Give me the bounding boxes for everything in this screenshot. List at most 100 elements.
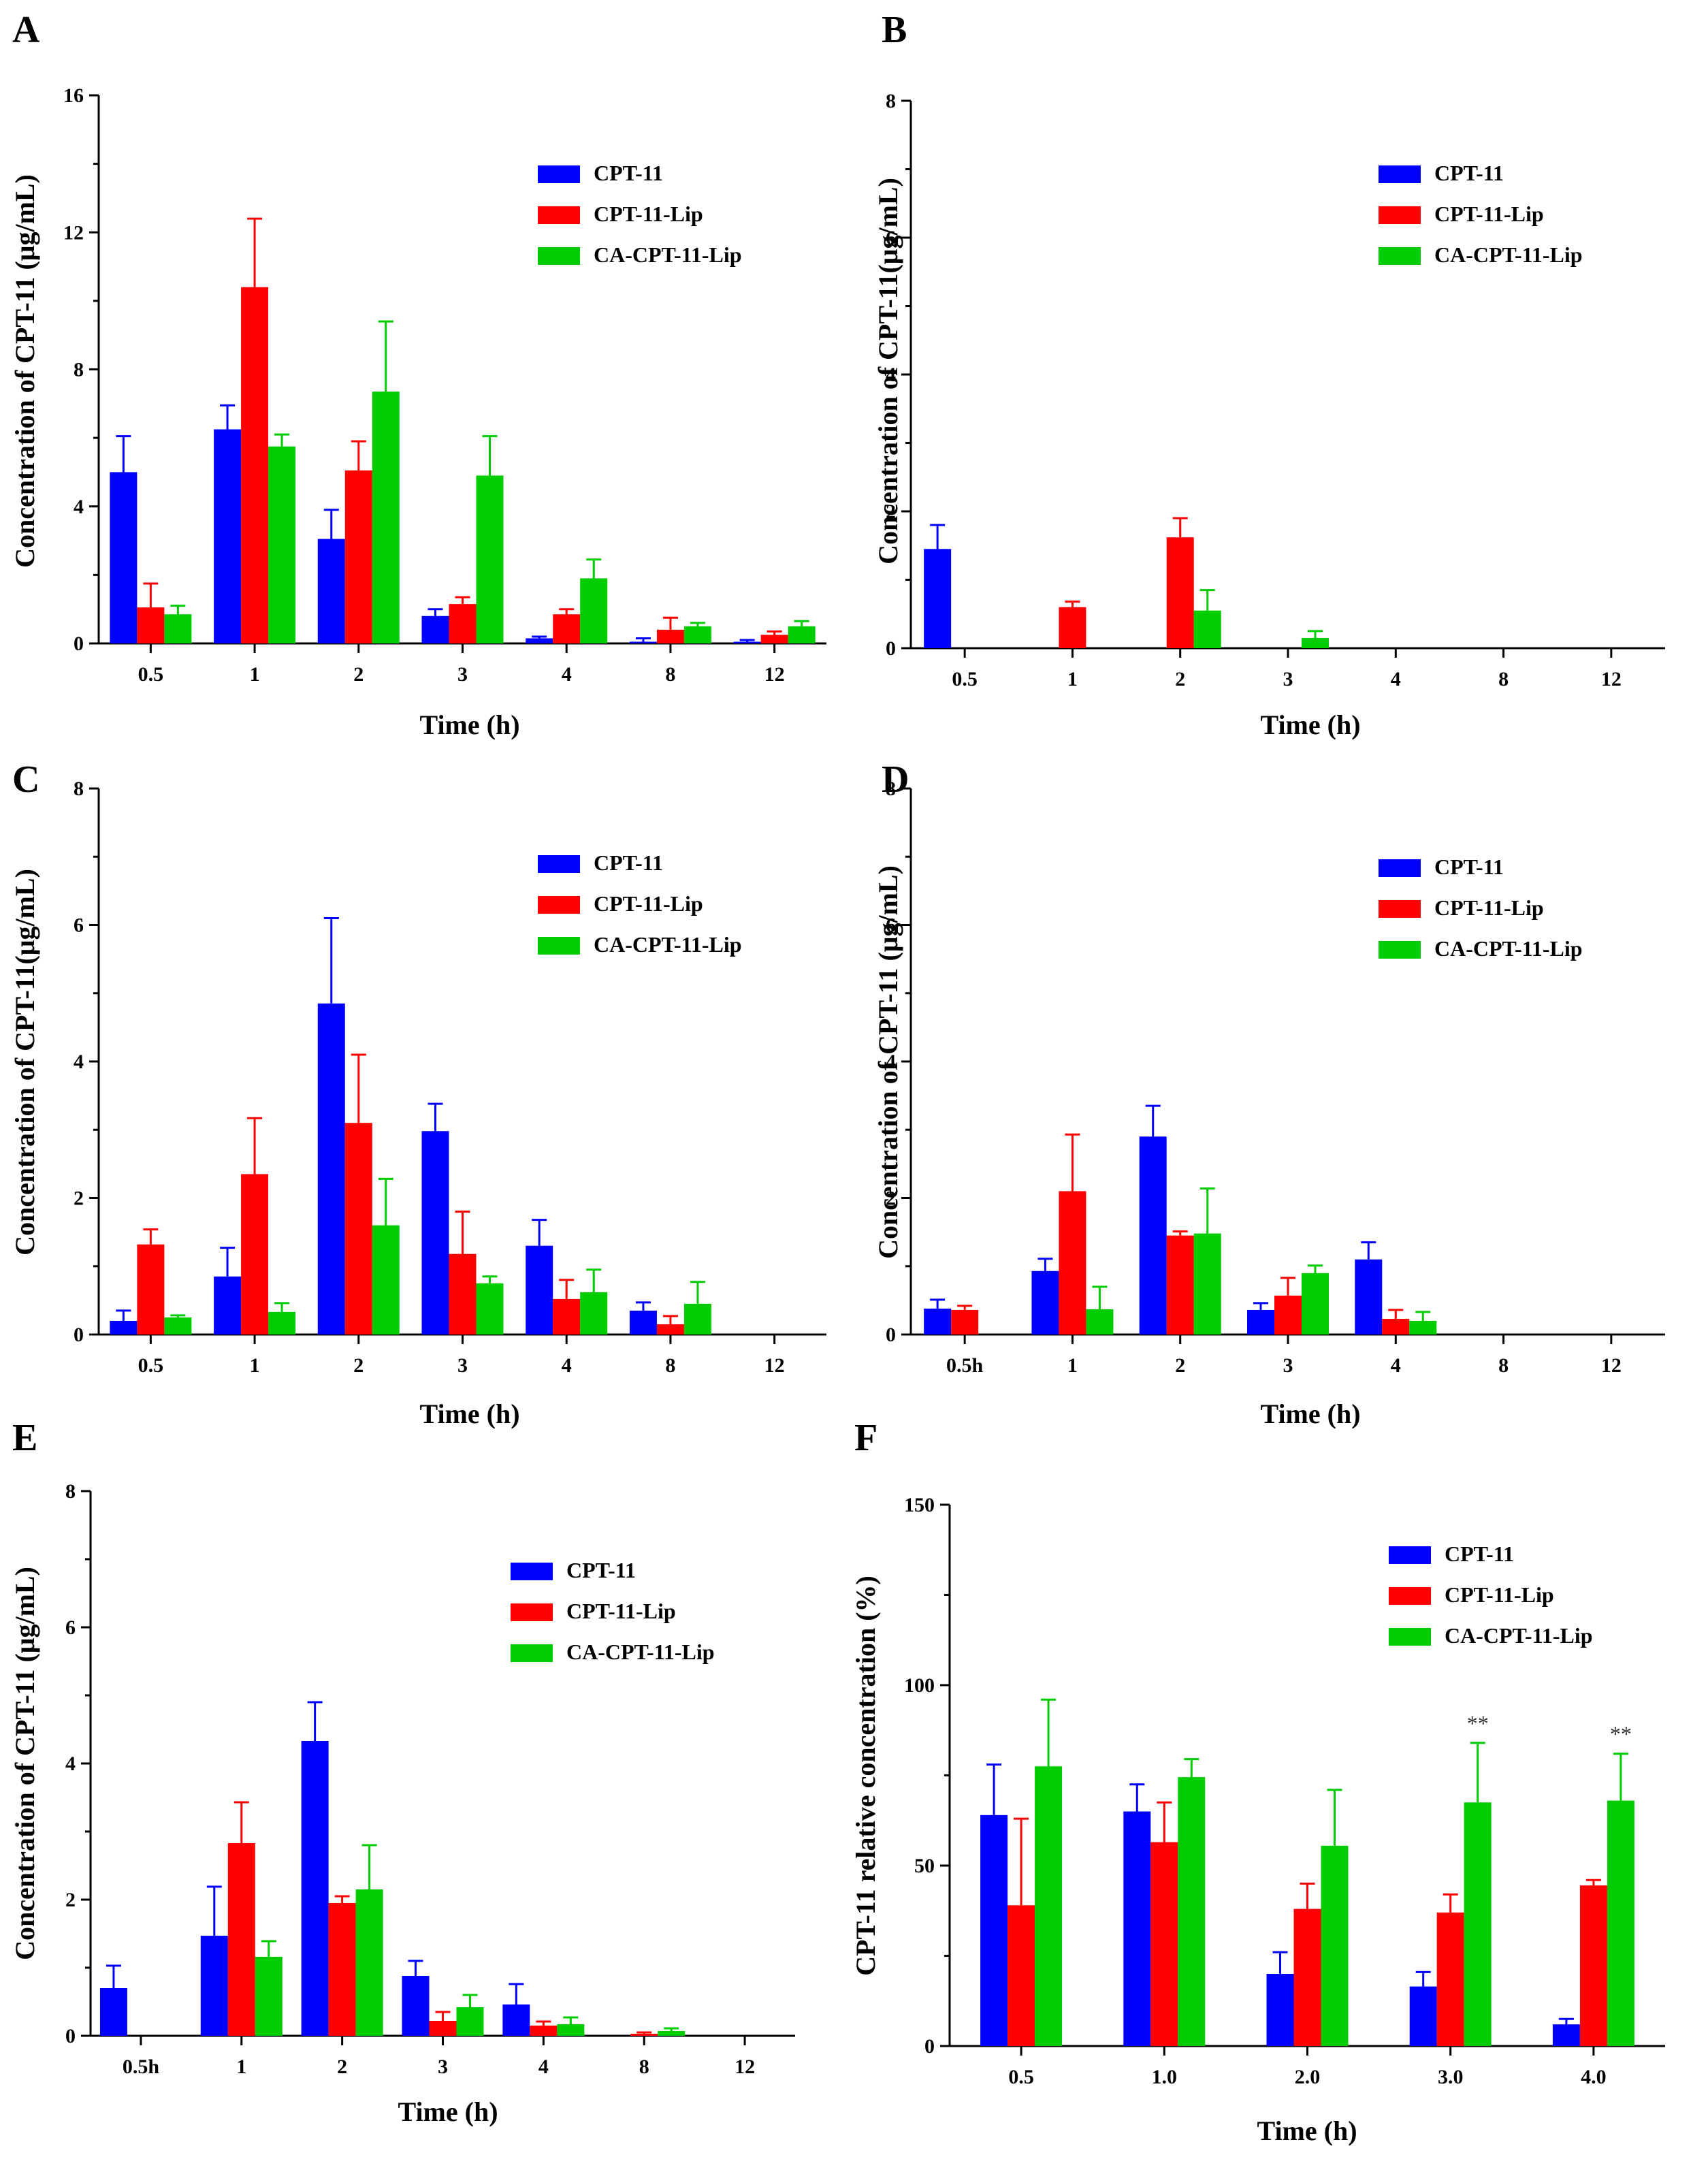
bar-ca-cpt-11-lip <box>255 1957 283 2036</box>
bar-cpt-11 <box>317 539 345 643</box>
legend-label: CA-CPT-11-Lip <box>594 932 742 957</box>
legend-swatch <box>511 1563 553 1580</box>
x-tick-label: 2 <box>353 1354 364 1377</box>
bar-ca-cpt-11-lip <box>1464 1802 1492 2046</box>
x-tick-label: 1 <box>236 2056 246 2078</box>
bar-ca-cpt-11-lip <box>476 475 504 643</box>
legend-swatch <box>538 206 580 224</box>
panel-F: F 0 50 100 150 0.5 1.0 2.0 3.0 4.0 ** ** CPT-11 CPT-1… <box>850 1417 1665 2146</box>
bar-ca-cpt-11-lip <box>683 626 711 643</box>
bar-cpt-11 <box>526 638 553 643</box>
y-tick-label: 8 <box>65 1480 76 1503</box>
bar-cpt-11 <box>110 1320 138 1335</box>
x-axis-title: Time (h) <box>1260 709 1360 740</box>
panel-letter: A <box>12 9 40 51</box>
significance-label: ** <box>1467 1711 1489 1736</box>
x-tick-label: 3.0 <box>1438 2066 1464 2088</box>
bar-cpt-11 <box>110 472 138 643</box>
bar-cpt-11-lip <box>1579 1885 1607 2046</box>
bar-ca-cpt-11-lip <box>164 1317 192 1335</box>
bar-cpt-11-lip <box>344 1123 372 1335</box>
bar-cpt-11 <box>924 1308 952 1335</box>
x-tick-label: 2 <box>1175 1354 1185 1377</box>
y-tick-label: 0 <box>65 2025 76 2047</box>
bar-ca-cpt-11-lip <box>1302 1273 1329 1335</box>
bar-ca-cpt-11-lip <box>1086 1309 1114 1335</box>
y-tick-label: 0 <box>924 2035 935 2058</box>
bar-cpt-11-lip <box>241 287 269 643</box>
x-tick-label: 0.5h <box>946 1354 984 1377</box>
bar-cpt-11-lip <box>760 635 788 643</box>
y-tick-label: 8 <box>886 90 896 112</box>
panel-letter: D <box>882 758 909 801</box>
bar-ca-cpt-11-lip <box>1178 1777 1206 2046</box>
bar-cpt-11 <box>1552 2024 1580 2046</box>
panel-letter: F <box>854 1417 877 1459</box>
bar-ca-cpt-11-lip <box>580 578 608 643</box>
y-axis-title: Concentration of CPT-11 (μg/mL) <box>10 1567 40 1960</box>
legend-label: CPT-11 <box>566 1558 636 1582</box>
bar-cpt-11-lip <box>449 1253 477 1335</box>
bar-cpt-11-lip <box>1059 607 1086 648</box>
x-tick-label: 4 <box>538 2056 549 2078</box>
x-tick-label: 4 <box>562 1354 572 1377</box>
bar-cpt-11-lip <box>1382 1318 1410 1335</box>
bar-ca-cpt-11-lip <box>683 1303 711 1335</box>
bar-cpt-11 <box>629 1310 657 1335</box>
bar-ca-cpt-11-lip <box>372 392 400 643</box>
y-tick-label: 2 <box>886 500 896 523</box>
x-tick-label: 3 <box>1283 668 1293 690</box>
y-tick-label: 100 <box>904 1674 935 1697</box>
y-tick-label: 16 <box>63 84 84 107</box>
x-tick-label: 0.5 <box>1008 2066 1034 2088</box>
bar-cpt-11 <box>301 1741 329 2036</box>
bar-ca-cpt-11-lip <box>456 2007 484 2036</box>
bar-ca-cpt-11-lip <box>557 2024 585 2036</box>
bar-cpt-11-lip <box>1436 1912 1464 2046</box>
x-tick-label: 1 <box>1067 668 1078 690</box>
legend-label: CA-CPT-11-Lip <box>1434 242 1583 267</box>
legend-swatch <box>1379 165 1421 183</box>
y-axis-title: Concentration of CPT-11 (μg/mL) <box>873 865 903 1259</box>
y-tick-label: 4 <box>886 364 896 386</box>
bar-cpt-11-lip <box>137 607 165 643</box>
legend-swatch <box>1379 941 1421 959</box>
x-tick-label: 4 <box>562 663 572 686</box>
bar-cpt-11 <box>99 1988 127 2036</box>
x-tick-label: 0.5h <box>123 2056 160 2078</box>
y-tick-label: 6 <box>886 914 896 937</box>
y-tick-label: 0 <box>886 637 896 660</box>
x-tick-label: 2 <box>353 663 364 686</box>
legend-swatch <box>538 855 580 873</box>
y-tick-label: 12 <box>63 221 84 244</box>
x-axis-title: Time (h) <box>1260 1399 1360 1429</box>
legend-label: CPT-11-Lip <box>1434 202 1544 226</box>
y-tick-label: 4 <box>886 1051 896 1073</box>
x-tick-label: 12 <box>735 2056 755 2078</box>
bar-ca-cpt-11-lip <box>788 626 816 643</box>
y-tick-label: 6 <box>74 914 84 937</box>
bar-cpt-11-lip <box>630 2034 658 2036</box>
legend-swatch <box>538 165 580 183</box>
legend-swatch <box>1389 1628 1431 1646</box>
bar-cpt-11 <box>421 616 449 643</box>
y-tick-label: 2 <box>886 1187 896 1210</box>
bar-ca-cpt-11-lip <box>1035 1766 1063 2046</box>
x-tick-label: 0.5 <box>138 1354 164 1377</box>
legend-label: CA-CPT-11-Lip <box>594 242 742 267</box>
x-tick-label: 1 <box>250 663 260 686</box>
legend-label: CA-CPT-11-Lip <box>566 1640 715 1664</box>
bar-ca-cpt-11-lip <box>1607 1800 1634 2046</box>
legend-swatch <box>1379 859 1421 877</box>
legend-label: CPT-11 <box>594 161 663 185</box>
legend-label: CPT-11-Lip <box>1445 1582 1554 1607</box>
x-tick-label: 3 <box>457 663 468 686</box>
bar-cpt-11 <box>421 1131 449 1335</box>
x-tick-label: 1 <box>1067 1354 1078 1377</box>
legend-swatch <box>511 1603 553 1621</box>
legend-label: CA-CPT-11-Lip <box>1445 1623 1593 1648</box>
